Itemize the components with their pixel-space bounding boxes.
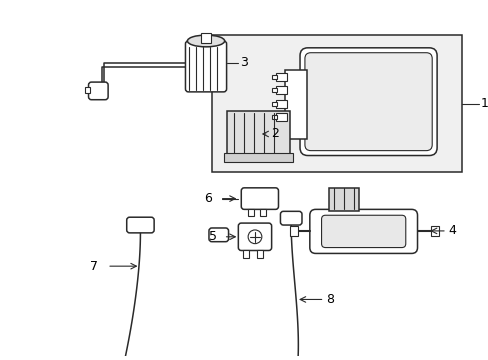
FancyBboxPatch shape — [208, 228, 228, 242]
Bar — [271, 88, 276, 92]
FancyBboxPatch shape — [280, 211, 302, 225]
Bar — [211, 35, 461, 172]
FancyBboxPatch shape — [185, 41, 226, 92]
Text: 1: 1 — [480, 97, 488, 110]
Bar — [271, 102, 276, 105]
Text: 2: 2 — [270, 127, 278, 140]
Bar — [430, 226, 438, 236]
Text: 6: 6 — [203, 192, 211, 205]
Bar — [226, 112, 290, 161]
FancyBboxPatch shape — [305, 53, 431, 150]
Text: 5: 5 — [208, 230, 217, 243]
Text: 4: 4 — [448, 224, 456, 237]
FancyBboxPatch shape — [300, 48, 436, 156]
Bar — [271, 115, 276, 119]
FancyBboxPatch shape — [126, 217, 154, 233]
Bar — [290, 226, 298, 236]
Bar — [201, 33, 210, 43]
Bar — [243, 251, 248, 258]
Bar — [256, 251, 262, 258]
Bar — [223, 153, 293, 162]
FancyBboxPatch shape — [238, 223, 271, 251]
Bar — [275, 113, 287, 121]
Bar — [84, 87, 89, 93]
Bar — [275, 100, 287, 108]
FancyBboxPatch shape — [88, 82, 108, 100]
Bar — [285, 70, 306, 139]
Text: 3: 3 — [240, 56, 248, 69]
FancyBboxPatch shape — [321, 215, 405, 248]
Ellipse shape — [187, 35, 224, 47]
Bar — [247, 210, 253, 216]
Bar — [275, 73, 287, 81]
FancyBboxPatch shape — [309, 210, 417, 253]
Bar — [275, 86, 287, 94]
FancyBboxPatch shape — [241, 188, 278, 210]
Text: 7: 7 — [89, 260, 97, 273]
Text: 8: 8 — [326, 293, 334, 306]
Bar — [271, 75, 276, 79]
Bar — [329, 188, 358, 211]
Bar — [259, 210, 265, 216]
Circle shape — [247, 230, 261, 244]
